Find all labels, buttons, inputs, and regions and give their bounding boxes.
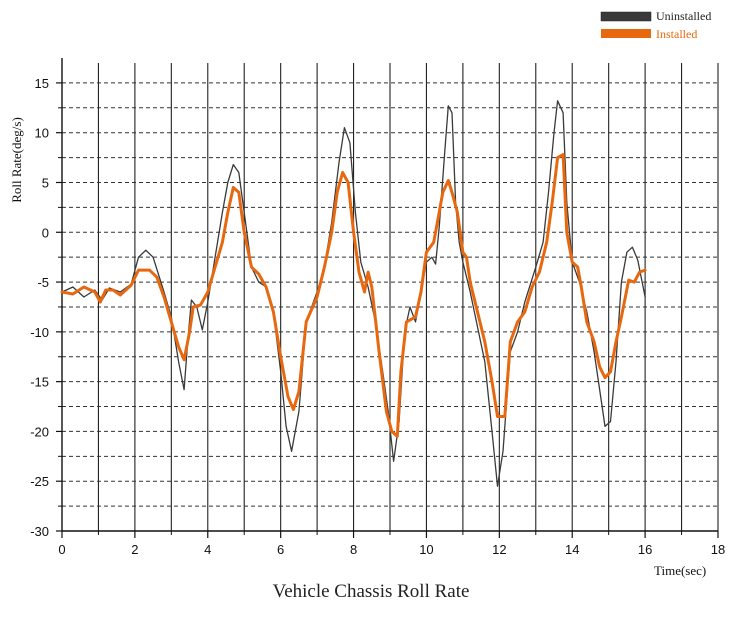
x-tick-label: 18 bbox=[711, 542, 725, 557]
x-tick-label: 4 bbox=[204, 542, 211, 557]
x-tick-label: 10 bbox=[419, 542, 433, 557]
axes: -30 -25 -20 -15 -10 -5 0 5 10 15 0 2 4 6 8 10 12 14 16 18 bbox=[30, 58, 725, 557]
grid bbox=[62, 63, 719, 531]
y-tick-label: 0 bbox=[42, 225, 49, 240]
chart-title: Vehicle Chassis Roll Rate bbox=[273, 581, 470, 602]
x-tick-label: 14 bbox=[565, 542, 579, 557]
y-tick-label: 5 bbox=[42, 175, 49, 190]
y-tick-label: -15 bbox=[30, 375, 49, 390]
y-tick-label: -25 bbox=[30, 474, 49, 489]
x-tick-label: 6 bbox=[277, 542, 284, 557]
legend-swatch-uninstalled bbox=[600, 11, 652, 22]
x-tick-label: 12 bbox=[492, 542, 506, 557]
x-tick-label: 16 bbox=[638, 542, 652, 557]
y-tick-label: -10 bbox=[30, 325, 49, 340]
x-tick-label: 0 bbox=[58, 542, 65, 557]
x-tick-label: 2 bbox=[131, 542, 138, 557]
legend: Uninstalled Installed bbox=[600, 9, 711, 41]
legend-swatch-installed bbox=[601, 29, 651, 38]
x-tick-label: 8 bbox=[350, 542, 357, 557]
y-axis-title: Roll Rate(deg/s) bbox=[9, 117, 24, 203]
x-axis-title: Time(sec) bbox=[654, 563, 706, 578]
y-tick-label: -30 bbox=[30, 524, 49, 539]
y-tick-label: 10 bbox=[35, 126, 49, 141]
series bbox=[60, 100, 647, 487]
series-line-installed bbox=[60, 153, 647, 438]
y-tick-label: 15 bbox=[35, 76, 49, 91]
y-tick-label: -5 bbox=[37, 275, 49, 290]
legend-label-installed: Installed bbox=[656, 27, 697, 41]
legend-label-uninstalled: Uninstalled bbox=[656, 9, 711, 23]
y-tick-label: -20 bbox=[30, 424, 49, 439]
